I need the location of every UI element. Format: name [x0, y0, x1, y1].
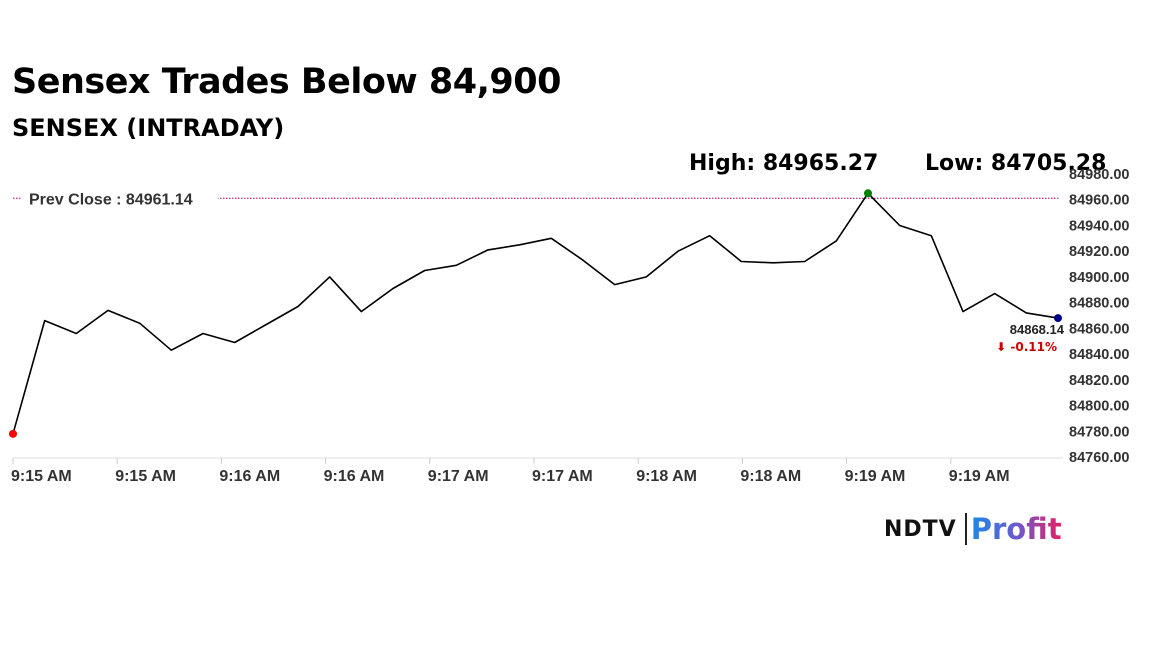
x-tick-label: 9:19 AM — [949, 468, 1010, 485]
x-tick-label: 9:17 AM — [532, 468, 593, 485]
y-tick-label: 84980.00 — [1069, 167, 1129, 183]
last-point-marker — [1054, 314, 1062, 323]
x-tick-label: 9:18 AM — [636, 468, 697, 485]
logo-divider — [964, 513, 967, 545]
page-title: Sensex Trades Below 84,900 — [12, 62, 561, 102]
y-tick-label: 84820.00 — [1069, 373, 1129, 389]
y-tick-label: 84880.00 — [1069, 296, 1129, 312]
y-tick-label: 84760.00 — [1069, 450, 1129, 466]
x-tick-label: 9:17 AM — [428, 468, 489, 485]
open-point-marker — [9, 429, 17, 438]
y-tick-label: 84860.00 — [1069, 321, 1129, 337]
x-tick-label: 9:19 AM — [845, 468, 906, 485]
logo-profit-text: Profit — [970, 512, 1062, 546]
x-tick-label: 9:15 AM — [115, 468, 176, 485]
last-change-label: ⬇ -0.11% — [996, 340, 1057, 354]
y-tick-label: 84920.00 — [1069, 244, 1129, 260]
low-stat: Low: 84705.28 — [925, 151, 1107, 176]
logo-ndtv-text: NDTV — [884, 516, 957, 542]
y-tick-label: 84900.00 — [1069, 270, 1129, 286]
chart-subtitle: SENSEX (INTRADAY) — [12, 114, 285, 142]
y-tick-label: 84840.00 — [1069, 347, 1129, 363]
y-tick-label: 84780.00 — [1069, 424, 1129, 440]
ndtv-profit-logo: NDTV Profit — [884, 509, 1062, 549]
last-value-label: 84868.14 — [1010, 322, 1065, 337]
prev-close-label-bg — [22, 187, 218, 210]
high-point-marker — [864, 189, 872, 198]
high-stat: High: 84965.27 — [689, 151, 879, 176]
y-tick-label: 84960.00 — [1069, 193, 1129, 209]
x-tick-label: 9:15 AM — [11, 468, 72, 485]
x-tick-label: 9:16 AM — [219, 468, 280, 485]
price-line — [12, 192, 1059, 435]
x-tick-label: 9:16 AM — [324, 468, 385, 485]
y-tick-label: 84940.00 — [1069, 218, 1129, 234]
y-tick-label: 84800.00 — [1069, 399, 1129, 415]
prev-close-label: Prev Close : 84961.14 — [29, 191, 193, 208]
x-tick-label: 9:18 AM — [740, 468, 801, 485]
